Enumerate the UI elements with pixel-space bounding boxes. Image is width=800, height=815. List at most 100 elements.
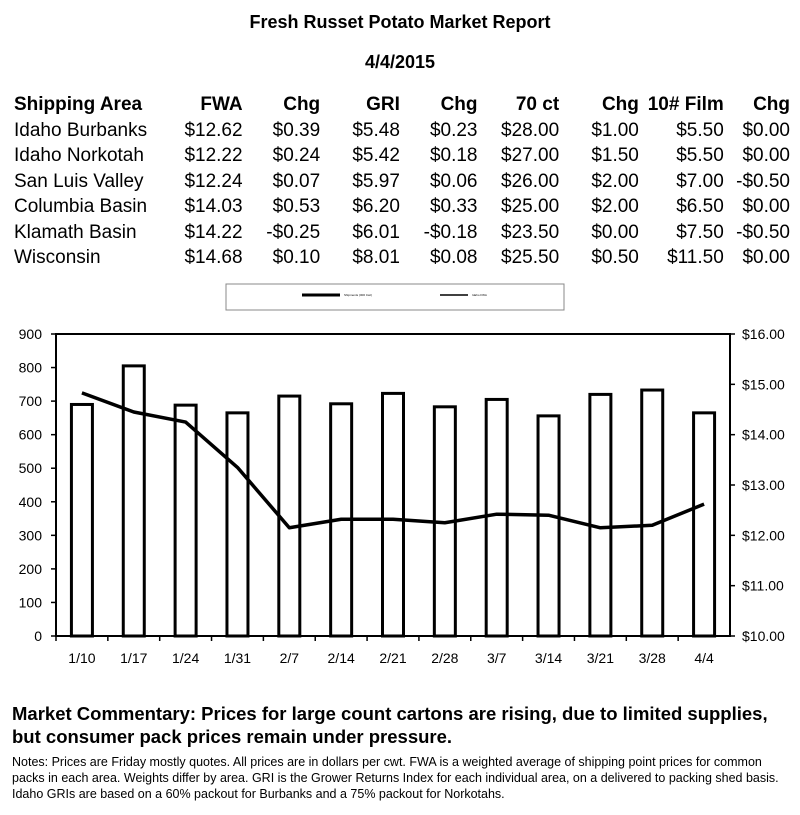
bar-shipments-2/21: [381, 391, 405, 638]
price-cell: $7.50: [676, 221, 724, 243]
market-commentary: Market Commentary: Prices for large coun…: [12, 703, 768, 747]
left-tick-label: 300: [19, 527, 43, 543]
header-chg: Chg: [283, 94, 321, 115]
legend-label-fwa: Idaho FWA: [472, 293, 487, 297]
bar-series: [69, 364, 717, 638]
price-cell: $2.00: [591, 170, 639, 192]
right-tick-label: $16.00: [742, 326, 785, 342]
bar-shipments-3/7: [484, 397, 509, 638]
price-cell: $6.50: [676, 196, 724, 217]
x-tick-label: 2/14: [328, 650, 355, 666]
price-cell: -$0.25: [266, 221, 321, 243]
price-cell: $1.00: [591, 119, 639, 141]
price-cell: $25.50: [501, 247, 560, 268]
price-cell: -$0.18: [423, 221, 478, 243]
left-tick-label: 400: [19, 494, 43, 510]
price-cell: -$0.50: [736, 170, 790, 192]
price-cell: $12.22: [184, 145, 243, 166]
right-tick-label: $10.00: [742, 628, 785, 644]
header-chg: Chg: [753, 94, 790, 115]
header-chg: Chg: [440, 94, 478, 115]
table-header-row: Shipping Area FWA Chg GRI Chg 70 ct Chg …: [12, 92, 792, 118]
price-cell: $7.00: [676, 170, 724, 192]
legend-box: [225, 283, 565, 311]
right-tick-label: $13.00: [742, 477, 785, 493]
price-cell: $14.68: [184, 247, 243, 268]
price-cell: $14.03: [184, 196, 243, 217]
bar-shipments-3/28: [640, 388, 665, 638]
price-cell: $0.00: [742, 145, 790, 166]
x-tick-label: 1/17: [120, 650, 147, 666]
x-axis: 1/10 1/17 1/24 1/31 2/7 2/14 2/21 2/28 3/7 3/14 3/…: [55, 636, 714, 666]
price-cell: $5.50: [676, 119, 724, 141]
bar-shipments-3/21: [588, 392, 613, 638]
price-cell: $5.48: [352, 119, 400, 141]
price-cell: $8.01: [352, 247, 400, 268]
shipping-area-cell: Wisconsin: [14, 247, 101, 268]
table-row: Columbia Basin $14.03 $0.53 $6.20 $0.33 $25.0…: [12, 194, 792, 220]
x-tick-label: 2/28: [431, 650, 458, 666]
bar-shipments-4/4: [692, 411, 717, 638]
header-fwa: FWA: [200, 94, 243, 115]
left-tick-label: 0: [34, 628, 42, 644]
table-row: Idaho Norkotah $12.22 $0.24 $5.42 $0.18 $27.0…: [12, 143, 792, 169]
header-10lb-film: 10# Film: [647, 94, 724, 115]
header-shipping-area: Shipping Area: [14, 94, 143, 115]
price-cell: $0.00: [742, 119, 790, 141]
price-cell: $26.00: [501, 170, 560, 192]
shipping-area-cell: San Luis Valley: [14, 170, 144, 192]
right-axis: $10.00 $11.00 $12.00 $13.00 $14.00 $15.00 $16.…: [730, 326, 785, 644]
bar-shipments-2/7: [277, 394, 302, 638]
left-tick-label: 800: [19, 360, 43, 376]
price-cell: $0.50: [591, 247, 639, 268]
x-tick-label: 3/14: [535, 650, 562, 666]
price-table: Shipping Area FWA Chg GRI Chg 70 ct Chg …: [12, 92, 792, 271]
header-70ct: 70 ct: [515, 94, 560, 115]
x-tick-label: 3/7: [487, 650, 507, 666]
price-cell: $0.00: [742, 196, 790, 217]
right-tick-label: $12.00: [742, 527, 785, 543]
x-tick-label: 3/28: [639, 650, 666, 666]
table-row: Idaho Burbanks $12.62 $0.39 $5.48 $0.23 $28.0…: [12, 118, 792, 144]
price-cell: $0.53: [272, 196, 321, 217]
price-cell: $0.10: [272, 247, 321, 268]
price-cell: $28.00: [501, 119, 560, 141]
price-cell: $6.20: [352, 196, 400, 217]
price-cell: $0.33: [429, 196, 478, 217]
header-chg: Chg: [601, 94, 639, 115]
price-cell: $0.07: [272, 170, 321, 192]
left-tick-label: 700: [19, 393, 43, 409]
right-tick-label: $14.00: [742, 427, 785, 443]
bar-shipments-1/24: [173, 403, 198, 638]
x-tick-label: 1/31: [224, 650, 251, 666]
price-cell: $5.97: [352, 170, 400, 192]
bar-shipments-1/17: [121, 364, 146, 638]
price-cell: $12.62: [184, 119, 243, 141]
price-cell: $0.23: [429, 119, 478, 141]
bar-shipments-3/14: [536, 414, 561, 638]
price-cell: $5.50: [676, 145, 724, 166]
line-series: [81, 391, 705, 530]
table-row: San Luis Valley $12.24 $0.07 $5.97 $0.06 $26.…: [12, 169, 792, 195]
price-cell: $0.08: [429, 247, 478, 268]
table-row: Klamath Basin $14.22 -$0.25 $6.01 -$0.18 $23.…: [12, 220, 792, 246]
x-tick-label: 2/7: [280, 650, 300, 666]
price-cell: $12.24: [184, 170, 243, 192]
price-cell: $6.01: [352, 221, 400, 243]
left-axis: 0 100 200 300 400 500 600 700 800 900: [19, 326, 56, 644]
price-cell: $25.00: [501, 196, 560, 217]
x-tick-label: 3/21: [587, 650, 614, 666]
table-row: Wisconsin $14.68 $0.10 $8.01 $0.08 $25.50 $0.5…: [12, 245, 792, 271]
legend-label-shipments: Shipments (000 Cwt): [344, 293, 372, 297]
price-cell: $0.06: [429, 170, 478, 192]
shipping-area-cell: Klamath Basin: [14, 221, 137, 243]
left-tick-label: 200: [19, 561, 43, 577]
price-cell: -$0.50: [736, 221, 790, 243]
right-tick-label: $15.00: [742, 376, 785, 392]
header-gri: GRI: [366, 94, 400, 115]
left-tick-label: 500: [19, 460, 43, 476]
price-cell: $1.50: [591, 145, 639, 166]
price-cell: $0.18: [429, 145, 478, 166]
legend: Shipments (000 Cwt) Idaho FWA: [225, 283, 565, 311]
price-cell: $0.24: [272, 145, 321, 166]
